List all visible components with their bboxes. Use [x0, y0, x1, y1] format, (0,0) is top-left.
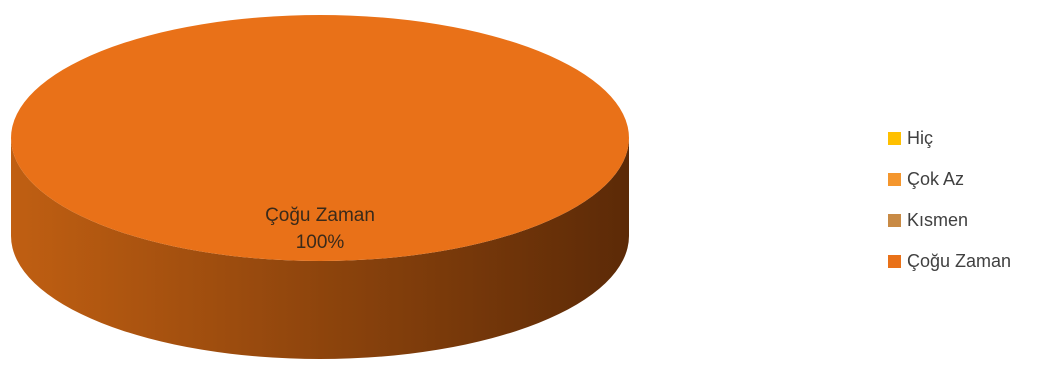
legend: Hiç Çok Az Kısmen Çoğu Zaman: [888, 128, 1011, 292]
data-label-category: Çoğu Zaman: [265, 205, 375, 226]
legend-swatch: [888, 172, 901, 186]
legend-item: Çok Az: [888, 169, 1011, 189]
legend-swatch: [888, 213, 901, 227]
legend-label: Çok Az: [907, 168, 965, 189]
legend-swatch: [888, 131, 901, 145]
legend-label: Kısmen: [907, 209, 969, 230]
legend-item: Kısmen: [888, 210, 1011, 230]
pie-side-wall: [11, 138, 629, 359]
legend-item: Hiç: [888, 128, 1011, 148]
legend-label: Hiç: [907, 127, 933, 148]
legend-item: Çoğu Zaman: [888, 251, 1011, 271]
legend-swatch: [888, 254, 901, 268]
legend-label: Çoğu Zaman: [907, 250, 1012, 271]
data-label-value: 100%: [295, 232, 345, 253]
pie-slice-Çoğu Zaman: [11, 15, 629, 261]
